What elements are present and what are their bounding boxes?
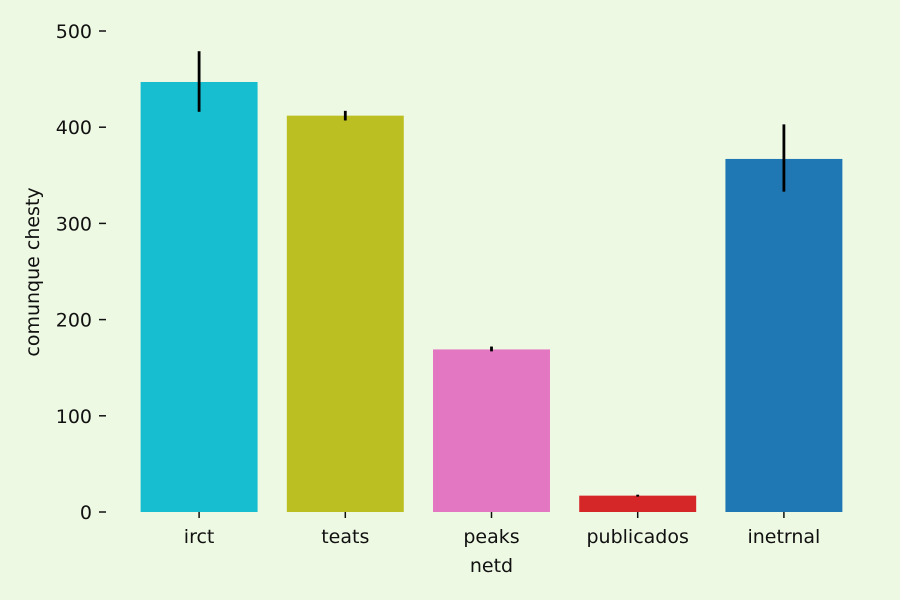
bar-irct — [140, 81, 258, 513]
x-tick-label: publicados — [586, 526, 688, 548]
x-tick-label: irct — [184, 526, 215, 548]
bar-publicados — [579, 495, 697, 512]
y-tick-label: 100 — [56, 406, 92, 428]
y-tick-label: 200 — [56, 310, 92, 332]
bar-peaks — [433, 349, 550, 512]
x-tick-label: peaks — [463, 526, 519, 548]
y-axis: 0 100 200 300 400 500 — [56, 21, 106, 524]
x-axis: irct teats peaks publicados inetrnal — [184, 512, 820, 548]
x-tick-label: teats — [321, 526, 369, 548]
y-axis-label: comunque chesty — [22, 187, 44, 356]
bar-inetrnal — [725, 158, 843, 513]
bar-teats — [286, 115, 404, 512]
y-tick-label: 500 — [56, 21, 92, 43]
y-tick-label: 300 — [56, 213, 92, 235]
x-tick-label: inetrnal — [747, 526, 820, 548]
y-tick-label: 400 — [56, 117, 92, 139]
bars — [140, 81, 843, 513]
x-axis-label: netd — [470, 555, 513, 577]
y-tick-label: 0 — [80, 502, 92, 524]
error-bars — [197, 51, 786, 497]
